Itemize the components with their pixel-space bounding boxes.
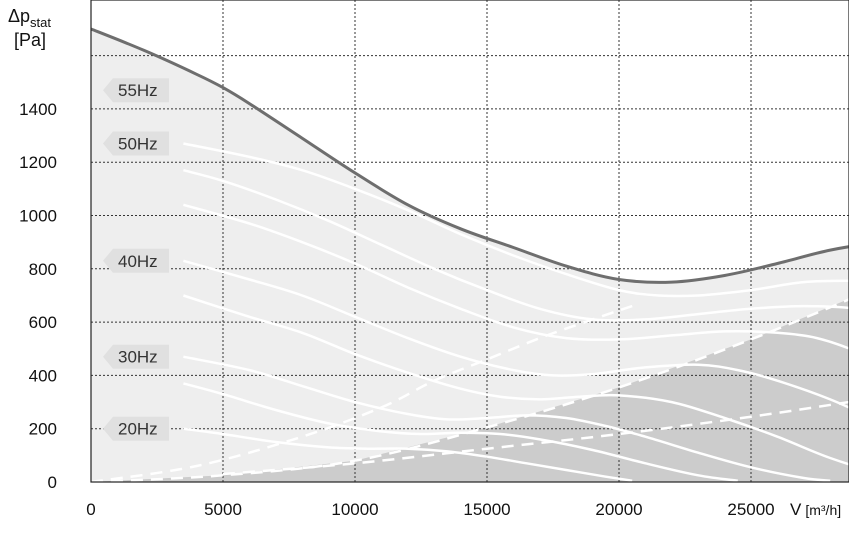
y-axis-unit: [Pa] bbox=[14, 30, 46, 50]
speed-label-tag: 30Hz bbox=[103, 344, 169, 369]
y-axis-label-main: Δp bbox=[8, 6, 30, 26]
speed-label-text: 20Hz bbox=[118, 420, 158, 439]
plot-frame bbox=[90, 0, 849, 483]
speed-curve bbox=[183, 427, 633, 482]
speed-curve bbox=[183, 203, 849, 350]
x-tick-label: 10000 bbox=[331, 500, 378, 519]
speed-label-bg bbox=[103, 416, 169, 441]
speed-label-bg bbox=[103, 78, 169, 103]
speed-curve bbox=[183, 382, 738, 482]
efficient-operating-region bbox=[91, 298, 849, 482]
y-axis-label-sub: stat bbox=[30, 15, 51, 30]
speed-label-text: 40Hz bbox=[118, 252, 158, 271]
speed-label-text: 55Hz bbox=[118, 81, 158, 100]
x-tick-label: 15000 bbox=[463, 500, 510, 519]
y-tick-label: 400 bbox=[29, 366, 57, 385]
x-tick-label: 25000 bbox=[727, 500, 774, 519]
speed-label-tag: 40Hz bbox=[103, 248, 169, 273]
y-tick-label: 600 bbox=[29, 313, 57, 332]
speed-label-text: 50Hz bbox=[118, 135, 158, 154]
y-tick-label: 1400 bbox=[19, 100, 57, 119]
speed-label-bg bbox=[103, 344, 169, 369]
y-tick-label: 1200 bbox=[19, 153, 57, 172]
speed-curve bbox=[183, 259, 849, 409]
x-tick-label: 20000 bbox=[595, 500, 642, 519]
y-tick-label: 0 bbox=[48, 473, 57, 492]
speed-label-bg bbox=[103, 248, 169, 273]
x-axis-label: V [m³/h] bbox=[790, 500, 841, 519]
x-axis-label-unit: [m³/h] bbox=[805, 502, 841, 518]
speed-curves bbox=[183, 142, 849, 482]
x-tick-label: 0 bbox=[86, 500, 95, 519]
speed-label-text: 30Hz bbox=[118, 348, 158, 367]
x-axis-label-main: V bbox=[790, 500, 802, 519]
y-tick-labels: 0 200 400 600 800 1000 1200 1400 bbox=[19, 100, 57, 492]
speed-label-tag: 20Hz bbox=[103, 416, 169, 441]
x-tick-label: 5000 bbox=[204, 500, 242, 519]
efficiency-line bbox=[90, 298, 849, 484]
x-tick-labels: 0500010000150002000025000300003500040000… bbox=[86, 500, 774, 519]
speed-curve bbox=[183, 168, 849, 322]
speed-labels: 55Hz 50Hz 40Hz 30Hz 20Hz bbox=[103, 78, 169, 441]
y-tick-label: 200 bbox=[29, 420, 57, 439]
y-tick-label: 800 bbox=[29, 260, 57, 279]
speed-label-tag: 55Hz bbox=[103, 78, 169, 103]
efficiency-line bbox=[90, 304, 633, 484]
speed-label-bg bbox=[103, 131, 169, 156]
max-speed-envelope-line bbox=[90, 27, 849, 284]
speed-curve bbox=[183, 142, 849, 298]
y-axis-label: Δpstat bbox=[8, 6, 51, 30]
operating-range-region bbox=[91, 29, 849, 482]
y-tick-label: 1000 bbox=[19, 207, 57, 226]
efficiency-line bbox=[222, 400, 849, 476]
grid bbox=[91, 0, 849, 482]
speed-label-tag: 50Hz bbox=[103, 131, 169, 156]
speed-curve bbox=[183, 294, 849, 466]
efficiency-lines bbox=[90, 298, 849, 484]
